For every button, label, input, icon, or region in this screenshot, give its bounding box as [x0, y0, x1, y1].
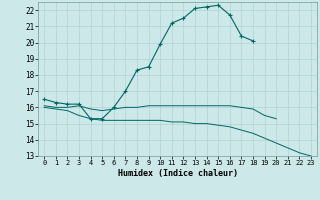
X-axis label: Humidex (Indice chaleur): Humidex (Indice chaleur) [118, 169, 238, 178]
